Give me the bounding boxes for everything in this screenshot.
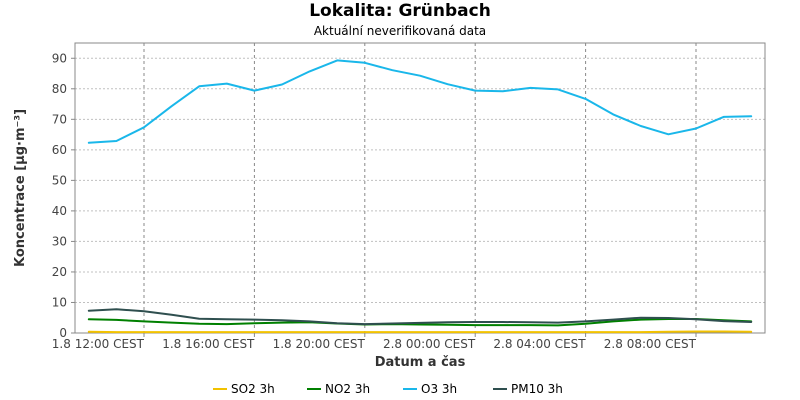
x-tick-label: 2.8 04:00 CEST	[493, 337, 586, 351]
y-tick-label: 20	[52, 265, 67, 279]
y-tick-label: 80	[52, 82, 67, 96]
series-lines	[87, 59, 753, 334]
y-tick-label: 40	[52, 204, 67, 218]
grid	[75, 43, 765, 333]
y-tick-label: 50	[52, 173, 67, 187]
legend: SO2 3h NO2 3h O3 3h PM10 3h	[213, 382, 563, 396]
legend-label: NO2 3h	[325, 382, 370, 396]
plot-area	[74, 42, 766, 334]
y-tick-label: 60	[52, 143, 67, 157]
series-line-pm10-3h	[87, 308, 753, 326]
y-tick-label: 90	[52, 51, 67, 65]
x-axis-title: Datum a čas	[375, 355, 466, 370]
y-tick-label: 30	[52, 234, 67, 248]
x-tick-label: 1.8 16:00 CEST	[162, 337, 255, 351]
x-tick-label: 1.8 20:00 CEST	[273, 337, 366, 351]
series-line-o3-3h	[87, 59, 753, 144]
y-tick-label: 10	[52, 295, 67, 309]
chart-title: Lokalita: Grünbach	[309, 1, 491, 21]
y-axis-title: Koncentrace [µg·m⁻³]	[13, 109, 28, 267]
legend-label: PM10 3h	[511, 382, 563, 396]
series-line-no2-3h	[87, 318, 753, 327]
axis-ticks: 0 10 20 30 40 50 60 70 80 90 1.8 12:00 CEST 1.8 16:…	[52, 51, 697, 351]
y-tick-label: 0	[59, 326, 67, 340]
x-tick-label: 2.8 00:00 CEST	[383, 337, 476, 351]
legend-label: O3 3h	[421, 382, 457, 396]
y-tick-label: 70	[52, 112, 67, 126]
x-tick-label: 1.8 12:00 CEST	[52, 337, 145, 351]
chart-subtitle: Aktuální neverifikovaná data	[313, 24, 487, 38]
legend-label: SO2 3h	[231, 382, 275, 396]
x-tick-label: 2.8 08:00 CEST	[604, 337, 697, 351]
series-line-so2-3h	[87, 330, 753, 334]
